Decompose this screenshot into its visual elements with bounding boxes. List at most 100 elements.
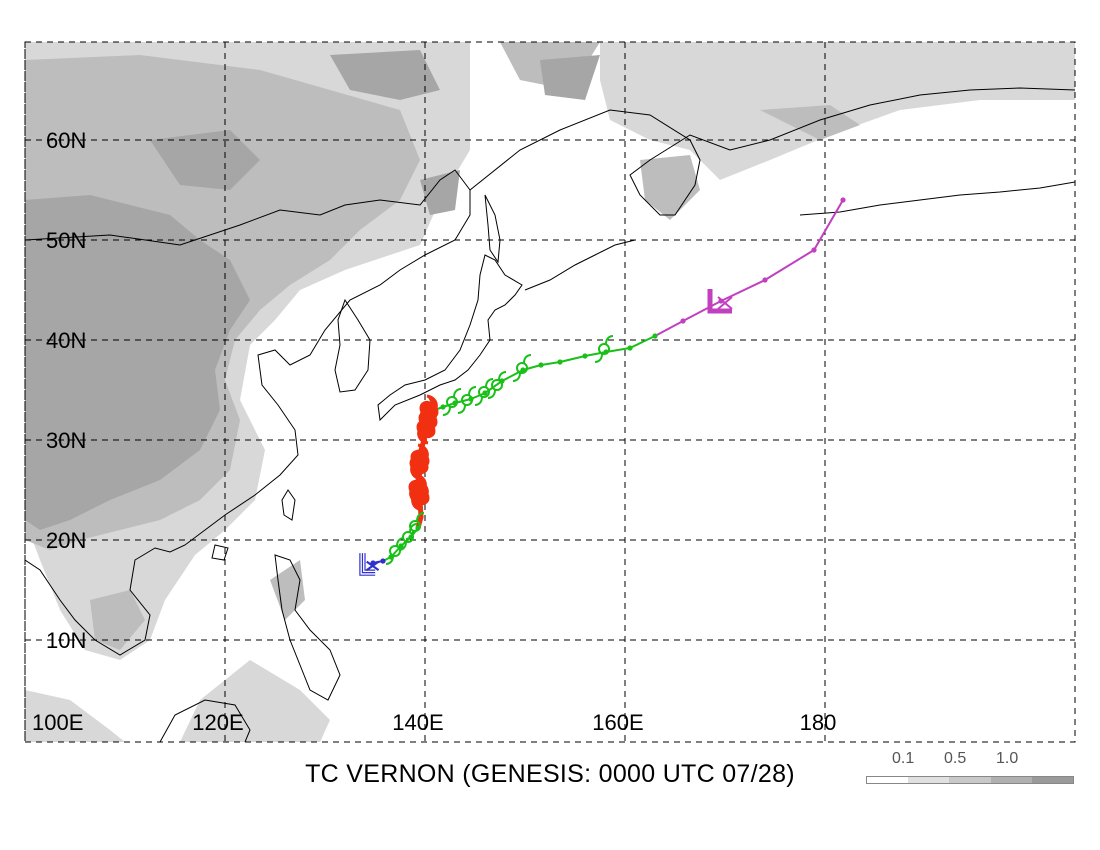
track-point (538, 362, 544, 368)
lon-label-120e: 120E (192, 710, 243, 735)
lat-label-30n: 30N (46, 428, 86, 453)
legend-color-swatch (949, 777, 991, 783)
low-marker-cross (366, 560, 380, 571)
low-marker (359, 553, 380, 576)
lat-label-60n: 60N (46, 128, 86, 153)
legend-color-swatch (990, 777, 1032, 783)
track-point (840, 197, 846, 203)
storm-symbol (398, 523, 418, 551)
storm-symbol (419, 394, 439, 426)
kuril-islands (524, 239, 636, 291)
track-point (652, 333, 658, 339)
track-point (627, 345, 633, 351)
storm-symbol-arms (442, 388, 462, 416)
track-point (380, 558, 386, 564)
longitude-labels: 100E 120E 140E 160E 180 (32, 710, 836, 735)
storm-symbol-arms (398, 523, 418, 551)
track-segment (720, 279, 766, 302)
storm-symbol-ring (491, 379, 503, 391)
storm-symbol-ring (446, 396, 458, 408)
track-segment (682, 300, 722, 322)
storm-symbol-arms (487, 371, 507, 399)
terrain-shading (25, 42, 1075, 742)
lat-label-40n: 40N (46, 328, 86, 353)
storm-symbol-ring (409, 520, 421, 532)
terrain-mid (25, 42, 860, 650)
track-point (418, 514, 424, 520)
storm-symbol (442, 388, 462, 416)
legend-color-swatch (1031, 777, 1074, 783)
track-segment (605, 347, 631, 353)
storm-symbol (594, 335, 614, 363)
track-point (557, 359, 563, 365)
taiwan-coastline (281, 489, 296, 521)
legend-tick-1-0: 1.0 (996, 750, 1019, 767)
storm-symbol-ring (389, 545, 401, 557)
storm-symbol-arms (457, 386, 477, 414)
storm-symbol-ring (461, 394, 473, 406)
typhoon-symbol-core (423, 404, 435, 416)
storm-symbol-arms (474, 378, 494, 406)
aleutian-islands (799, 181, 1075, 216)
track-point (582, 353, 588, 359)
typhoon-symbol-core (414, 453, 426, 465)
latitude-labels: 60N 50N 40N 30N 20N 10N (46, 128, 86, 653)
legend-color-swatch (867, 777, 909, 783)
hainan-coastline (211, 544, 229, 561)
track-point (811, 247, 817, 253)
track-segment (484, 380, 503, 394)
lon-label-160e: 160E (592, 710, 643, 735)
legend-tick-0-1: 0.1 (892, 750, 915, 767)
kamchatka-coastline (469, 87, 1075, 216)
track-point (680, 318, 686, 324)
storm-symbol (408, 473, 428, 505)
storm-track-points (370, 197, 846, 566)
track-segment (584, 351, 607, 357)
track-point (520, 367, 526, 373)
low-pressure-markers (359, 289, 733, 576)
storm-symbol-arms (594, 335, 614, 363)
legend-color-swatch (908, 777, 950, 783)
low-marker-letter-l (359, 553, 376, 576)
storm-symbol (487, 371, 507, 399)
storm-track-lines (372, 199, 844, 564)
storm-symbol-arms (405, 512, 425, 540)
storm-symbols (385, 335, 614, 565)
lon-label-180: 180 (800, 710, 837, 735)
track-segment (813, 199, 844, 251)
track-segment (559, 355, 586, 363)
storm-symbol (405, 512, 425, 540)
lat-label-10n: 10N (46, 628, 86, 653)
storm-symbol-ring (598, 343, 610, 355)
storm-symbol-ring (516, 362, 528, 374)
japan-coastline (377, 254, 523, 422)
lon-label-140e: 140E (392, 710, 443, 735)
lat-label-50n: 50N (46, 228, 86, 253)
storm-symbol-ring (478, 386, 490, 398)
asia-coastline (25, 169, 471, 656)
coastlines (25, 87, 1075, 742)
map-frame (24, 41, 1076, 743)
map-title: TC VERNON (GENESIS: 0000 UTC 07/28) (305, 760, 795, 788)
track-segment (764, 249, 815, 281)
legend-color-bar (866, 776, 1074, 784)
philippines-coastline (274, 554, 341, 701)
track-segment (629, 335, 656, 349)
storm-symbol (457, 386, 477, 414)
track-point (440, 404, 446, 410)
sakhalin-coastline (484, 194, 501, 264)
storm-symbol (410, 443, 430, 475)
korea-coastline (334, 298, 371, 393)
borneo-coastline (159, 699, 251, 742)
low-marker (707, 289, 733, 314)
storm-symbol-ring (402, 531, 414, 543)
terrain-dark (25, 50, 600, 530)
storm-symbol (385, 537, 405, 565)
typhoon-symbol-core (412, 483, 424, 495)
low-marker-cross (717, 296, 733, 310)
track-point (762, 277, 768, 283)
storm-symbol-arms (385, 537, 405, 565)
track-point (482, 390, 488, 396)
storm-symbol (474, 378, 494, 406)
